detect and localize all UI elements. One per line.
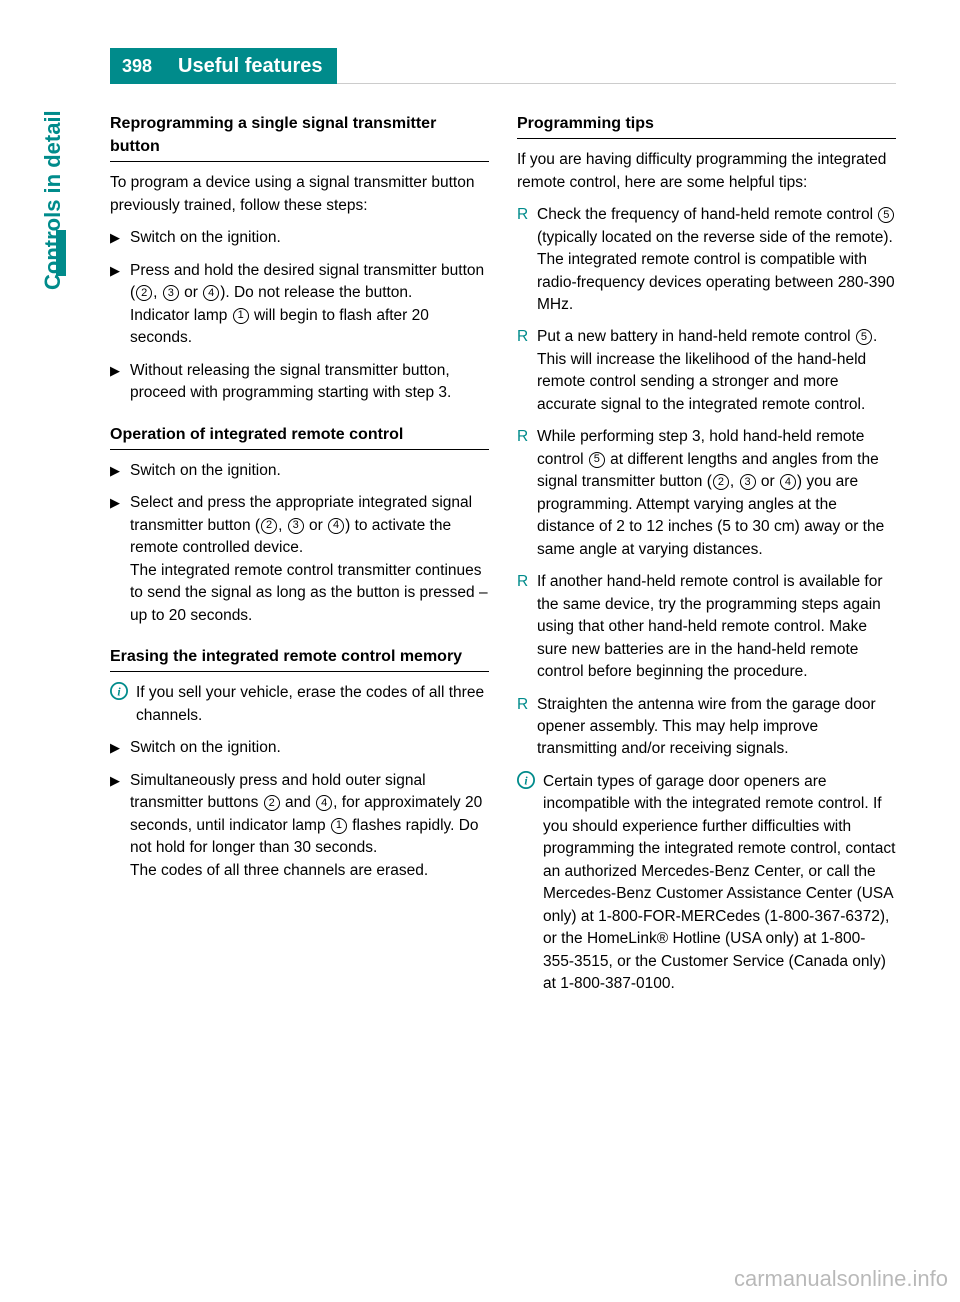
svg-text:i: i [524, 774, 528, 787]
info-icon: i [110, 682, 136, 727]
bullet-icon: R [517, 204, 537, 316]
info-note: i Certain types of garage door openers a… [517, 771, 896, 996]
circled-4-icon: 4 [328, 518, 344, 534]
circled-4-icon: 4 [203, 285, 219, 301]
step-item: ▶ Switch on the ignition. [110, 460, 489, 482]
step-item: ▶ Select and press the appropriate integ… [110, 492, 489, 627]
bullet-text: Put a new battery in hand-held remote co… [537, 326, 896, 416]
side-tab-label: Controls in detail [40, 110, 66, 290]
bullet-item: R If another hand-held remote control is… [517, 571, 896, 683]
left-column: Reprogramming a single signal transmitte… [110, 112, 489, 1006]
step-item: ▶ Switch on the ignition. [110, 227, 489, 249]
bullet-text: While performing step 3, hold hand-held … [537, 426, 896, 561]
circled-1-icon: 1 [233, 308, 249, 324]
bullet-icon: R [517, 571, 537, 683]
circled-2-icon: 2 [136, 285, 152, 301]
svg-text:i: i [117, 686, 121, 699]
step-text: Switch on the ignition. [130, 460, 489, 482]
step-item: ▶ Press and hold the desired signal tran… [110, 260, 489, 350]
intro-text: To program a device using a signal trans… [110, 172, 489, 217]
circled-5-icon: 5 [878, 207, 894, 223]
step-arrow-icon: ▶ [110, 492, 130, 627]
step-text: Select and press the appropriate integra… [130, 492, 489, 627]
heading-tips: Programming tips [517, 112, 896, 139]
page-header: 398 Useful features [110, 48, 896, 84]
bullet-text: If another hand-held remote control is a… [537, 571, 896, 683]
page-number: 398 [110, 48, 164, 84]
circled-4-icon: 4 [780, 474, 796, 490]
step-arrow-icon: ▶ [110, 737, 130, 759]
watermark-text: carmanualsonline.info [734, 1266, 948, 1292]
bullet-text: Check the frequency of hand-held remote … [537, 204, 896, 316]
circled-3-icon: 3 [740, 474, 756, 490]
step-text: Press and hold the desired signal transm… [130, 260, 489, 350]
step-arrow-icon: ▶ [110, 360, 130, 405]
info-text: If you sell your vehicle, erase the code… [136, 682, 489, 727]
step-item: ▶ Without releasing the signal transmitt… [110, 360, 489, 405]
step-text: Switch on the ignition. [130, 227, 489, 249]
step-item: ▶ Switch on the ignition. [110, 737, 489, 759]
header-rule [337, 48, 896, 84]
bullet-item: R Straighten the antenna wire from the g… [517, 694, 896, 761]
bullet-icon: R [517, 426, 537, 561]
step-arrow-icon: ▶ [110, 260, 130, 350]
heading-erasing: Erasing the integrated remote control me… [110, 645, 489, 672]
bullet-item: R Check the frequency of hand-held remot… [517, 204, 896, 316]
bullet-item: R While performing step 3, hold hand-hel… [517, 426, 896, 561]
step-arrow-icon: ▶ [110, 460, 130, 482]
right-column: Programming tips If you are having diffi… [517, 112, 896, 1006]
info-note: i If you sell your vehicle, erase the co… [110, 682, 489, 727]
intro-text: If you are having difficulty programming… [517, 149, 896, 194]
step-text: Simultaneously press and hold outer sign… [130, 770, 489, 882]
info-icon: i [517, 771, 543, 996]
circled-5-icon: 5 [589, 452, 605, 468]
circled-2-icon: 2 [261, 518, 277, 534]
chapter-title: Useful features [164, 48, 337, 84]
circled-3-icon: 3 [163, 285, 179, 301]
circled-2-icon: 2 [713, 474, 729, 490]
step-arrow-icon: ▶ [110, 770, 130, 882]
circled-3-icon: 3 [288, 518, 304, 534]
circled-2-icon: 2 [264, 795, 280, 811]
heading-reprogramming: Reprogramming a single signal transmitte… [110, 112, 489, 162]
manual-page: 398 Useful features Controls in detail R… [0, 0, 960, 1302]
circled-5-icon: 5 [856, 329, 872, 345]
step-arrow-icon: ▶ [110, 227, 130, 249]
bullet-item: R Put a new battery in hand-held remote … [517, 326, 896, 416]
circled-4-icon: 4 [316, 795, 332, 811]
step-text: Switch on the ignition. [130, 737, 489, 759]
info-text: Certain types of garage door openers are… [543, 771, 896, 996]
heading-operation: Operation of integrated remote control [110, 423, 489, 450]
step-text: Without releasing the signal transmitter… [130, 360, 489, 405]
bullet-icon: R [517, 326, 537, 416]
bullet-icon: R [517, 694, 537, 761]
circled-1-icon: 1 [331, 818, 347, 834]
content-columns: Reprogramming a single signal transmitte… [110, 112, 896, 1006]
bullet-text: Straighten the antenna wire from the gar… [537, 694, 896, 761]
step-item: ▶ Simultaneously press and hold outer si… [110, 770, 489, 882]
